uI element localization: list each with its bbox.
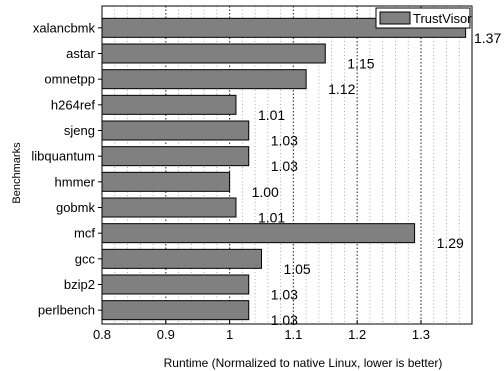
x-axis-ticks: 0.8 0.9 1 1.1 1.2 1.3 — [93, 320, 430, 342]
bars — [101, 17, 467, 321]
value-label-astar: 1.15 — [347, 56, 374, 72]
category-labels: xalancbmk astar omnetpp h264ref sjeng libquan… — [31, 20, 102, 318]
plot-frame — [101, 5, 473, 325]
x-tick-label: 1 — [226, 327, 233, 342]
category-label-xalancbmk: xalancbmk — [33, 20, 96, 35]
bar-astar — [101, 43, 326, 64]
legend: TrustVisor — [375, 7, 472, 29]
bar-libquantum — [101, 146, 250, 167]
value-label-hmmer: 1.00 — [252, 184, 279, 200]
category-label-hmmer: hmmer — [55, 174, 96, 189]
x-axis-title: Runtime (Normalized to native Linux, low… — [164, 356, 443, 370]
bar-perlbench — [101, 300, 250, 321]
category-label-gcc: gcc — [75, 251, 96, 266]
legend-swatch — [379, 11, 411, 25]
category-label-gobmk: gobmk — [56, 200, 96, 215]
bar-gcc — [101, 248, 262, 269]
bar-mcf — [101, 223, 416, 244]
x-tick-label: 0.8 — [93, 327, 111, 342]
value-label-perlbench: 1.03 — [271, 312, 298, 328]
category-label-perlbench: perlbench — [38, 303, 95, 318]
category-label-omnetpp: omnetpp — [44, 72, 95, 87]
x-tick-label: 1.3 — [412, 327, 430, 342]
bar-hmmer — [101, 171, 231, 192]
value-label-bzip2: 1.03 — [271, 287, 298, 303]
bar-h264ref — [101, 94, 237, 115]
bar-bzip2 — [101, 274, 250, 295]
category-label-h264ref: h264ref — [51, 97, 95, 112]
bar-omnetpp — [101, 69, 307, 90]
category-label-bzip2: bzip2 — [64, 277, 95, 292]
value-label-omnetpp: 1.12 — [328, 81, 355, 97]
value-label-gcc: 1.05 — [283, 261, 310, 277]
value-label-xalancbmk: 1.37 — [474, 30, 501, 46]
x-tick-label: 1.2 — [348, 327, 366, 342]
value-label-sjeng: 1.03 — [271, 133, 298, 149]
legend-label: TrustVisor — [413, 11, 472, 26]
value-label-gobmk: 1.01 — [258, 210, 285, 226]
x-tick-label: 0.9 — [157, 327, 175, 342]
category-label-libquantum: libquantum — [31, 149, 95, 164]
category-label-sjeng: sjeng — [64, 123, 95, 138]
value-label-libquantum: 1.03 — [271, 158, 298, 174]
value-label-h264ref: 1.01 — [258, 107, 285, 123]
x-tick-label: 1.1 — [284, 327, 302, 342]
bar-sjeng — [101, 120, 250, 141]
y-axis-title: Benchmarks — [11, 142, 23, 204]
value-label-mcf: 1.29 — [437, 235, 464, 251]
category-label-mcf: mcf — [74, 226, 95, 241]
bar-gobmk — [101, 197, 237, 218]
category-label-astar: astar — [66, 46, 96, 61]
